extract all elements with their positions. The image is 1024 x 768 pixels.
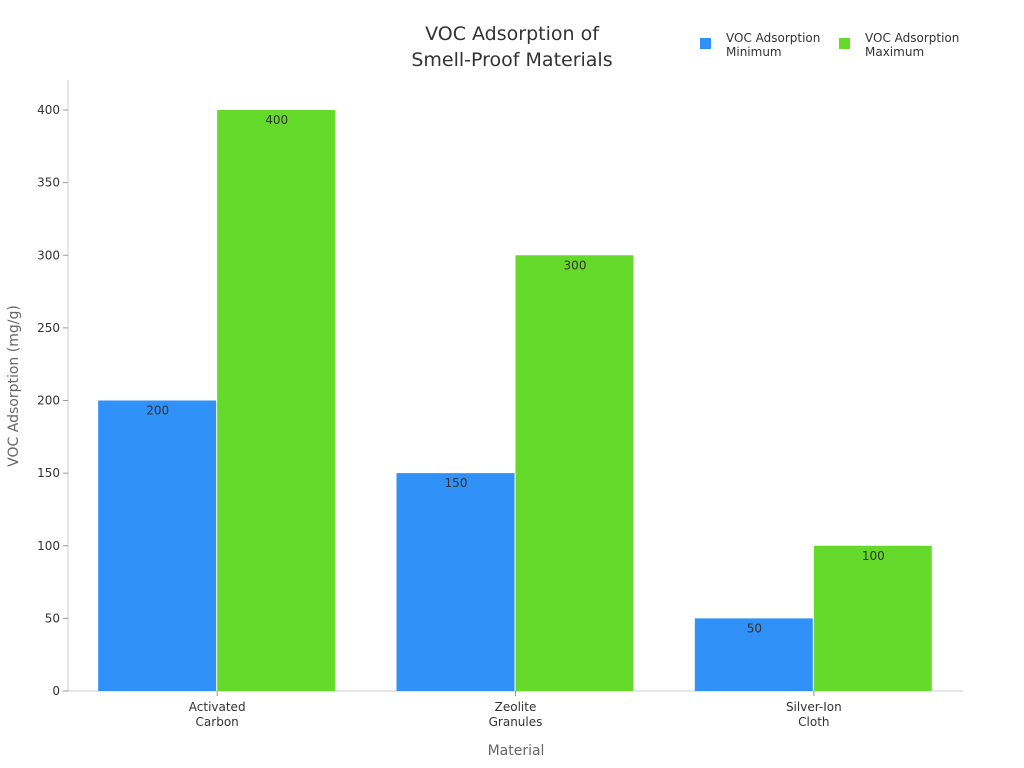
y-axis: 0 50 100 150 200 250 300 350 400 xyxy=(37,80,69,698)
x-tick-label: Cloth xyxy=(798,715,829,729)
data-label: 100 xyxy=(862,549,885,563)
x-tick-label: Granules xyxy=(489,715,543,729)
legend-label: VOC Adsorption xyxy=(726,31,820,45)
data-label: 200 xyxy=(146,404,169,418)
x-tick-label: Carbon xyxy=(196,715,239,729)
data-label: 50 xyxy=(747,621,762,635)
y-tick-label: 0 xyxy=(52,684,60,698)
data-label: 300 xyxy=(564,258,587,272)
y-axis-label: VOC Adsorption (mg/g) xyxy=(6,305,22,467)
bars: 200 400 150 300 50 100 xyxy=(98,110,932,691)
y-tick-label: 100 xyxy=(37,539,60,553)
legend-label: Minimum xyxy=(726,45,782,59)
y-tick-label: 400 xyxy=(37,103,60,117)
legend-label: Maximum xyxy=(865,45,924,59)
legend-swatch xyxy=(839,38,850,49)
bar-minimum xyxy=(694,618,813,691)
x-tick-label: Zeolite xyxy=(495,700,537,714)
bar-maximum xyxy=(813,545,932,691)
chart-title-line-2: Smell-Proof Materials xyxy=(411,49,612,71)
x-axis-label: Material xyxy=(488,743,545,759)
data-label: 400 xyxy=(265,113,288,127)
bar-minimum xyxy=(98,400,217,691)
y-tick-label: 200 xyxy=(37,394,60,408)
y-tick-label: 300 xyxy=(37,248,60,262)
y-tick-label: 50 xyxy=(45,611,60,625)
data-label: 150 xyxy=(445,476,468,490)
bar-minimum xyxy=(396,473,515,691)
bar-maximum xyxy=(217,110,336,691)
bar-maximum xyxy=(515,255,634,691)
x-tick-label: Silver-Ion xyxy=(786,700,842,714)
legend-swatch xyxy=(700,38,711,49)
y-tick-label: 350 xyxy=(37,176,60,190)
legend-label: VOC Adsorption xyxy=(865,31,959,45)
x-tick-label: Activated xyxy=(189,700,246,714)
chart-title: VOC Adsorption of Smell-Proof Materials xyxy=(411,23,612,71)
chart-title-line-1: VOC Adsorption of xyxy=(425,23,600,45)
y-tick-label: 250 xyxy=(37,321,60,335)
y-tick-label: 150 xyxy=(37,466,60,480)
